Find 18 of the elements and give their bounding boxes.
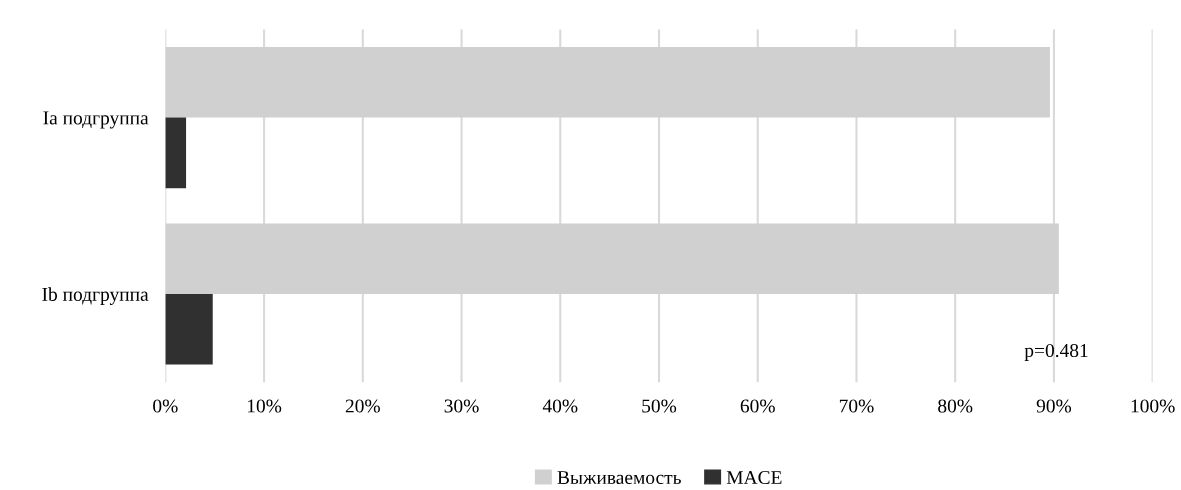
x-tick-label: 60% <box>740 399 775 413</box>
x-tick-label: 30% <box>444 399 479 413</box>
legend-label: MACE <box>726 471 782 485</box>
x-tick-label: 40% <box>542 399 578 413</box>
x-tick-label: 50% <box>642 399 677 413</box>
y-tick-label: Ia подгруппа <box>43 111 149 129</box>
bar <box>165 294 213 365</box>
x-tick-label: 20% <box>345 399 380 413</box>
y-tick-label: Ib подгруппа <box>42 287 149 305</box>
bar <box>165 117 187 189</box>
x-tick-label: 0% <box>153 399 178 413</box>
x-tick-label: 90% <box>1036 399 1072 413</box>
x-tick-label: 10% <box>247 399 282 413</box>
x-tick-label: 80% <box>938 399 973 413</box>
annotation: p=0.481 <box>1024 343 1088 362</box>
x-tick-label: 70% <box>839 399 874 413</box>
x-tick-label: 100% <box>1131 399 1175 413</box>
legend-label: Выживаемость <box>557 471 681 485</box>
